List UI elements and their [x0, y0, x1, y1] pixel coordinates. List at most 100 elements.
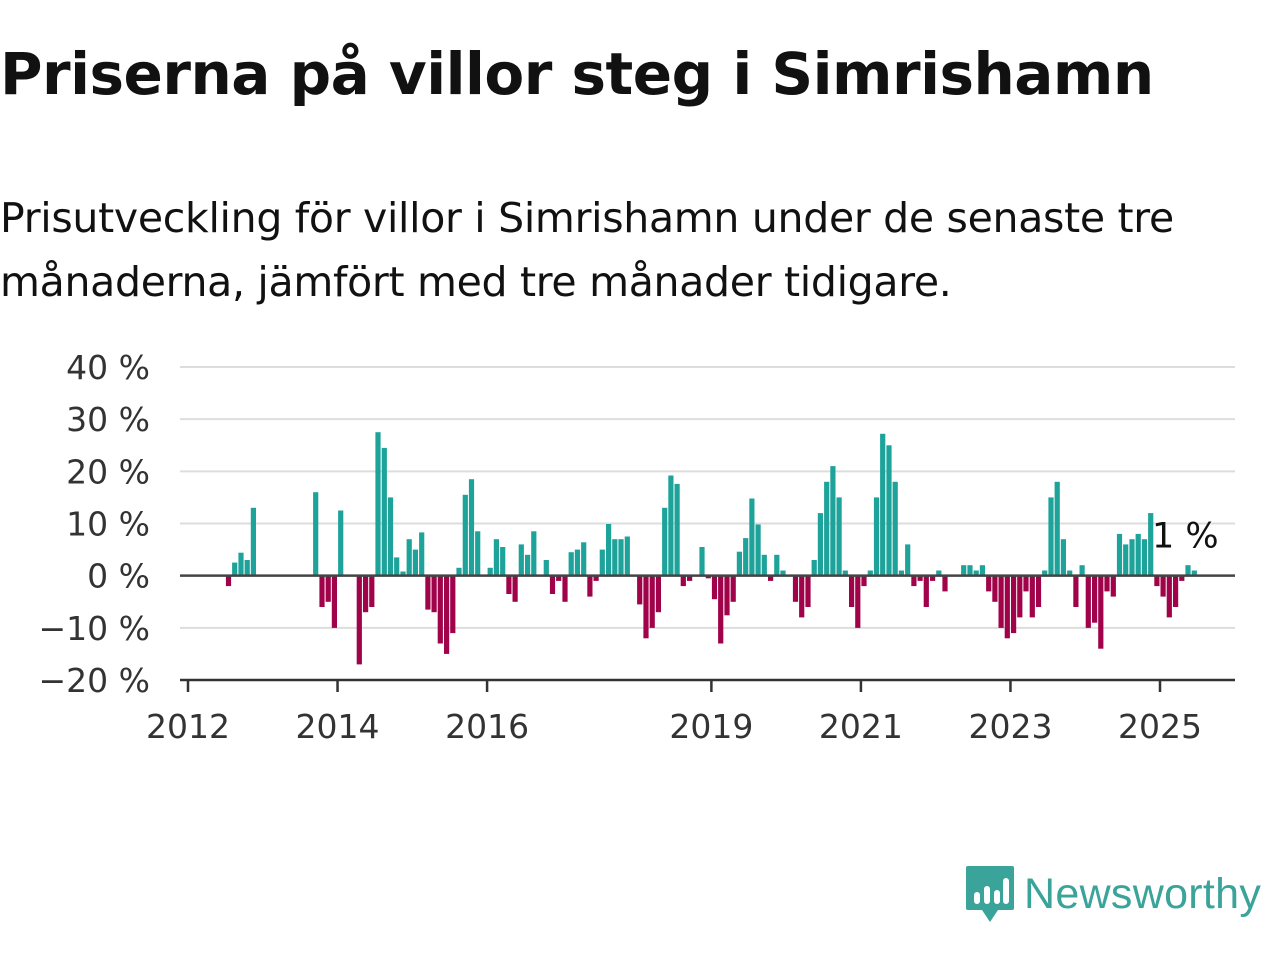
bar: [1135, 533, 1141, 576]
bar: [730, 575, 736, 602]
bar: [406, 539, 412, 576]
bar: [1141, 539, 1147, 576]
x-tick-label: 2019: [669, 707, 753, 746]
bar: [774, 554, 780, 576]
y-axis-tick-labels: 40 % 30 % 20 % 10 % 0 % −10 % −20 %: [39, 348, 151, 700]
bar: [568, 552, 574, 576]
bar: [543, 560, 549, 576]
bar: [500, 547, 506, 576]
bar: [979, 565, 985, 576]
chart-subtitle: Prisutveckling för villor i Simrishamn u…: [0, 194, 1174, 306]
bar: [880, 433, 886, 576]
bar: [674, 483, 680, 576]
bar: [1092, 575, 1098, 623]
latest-value-label: 1 %: [1152, 517, 1219, 557]
bar: [437, 575, 443, 644]
x-axis-ticks: 2012 2014 2016 2019 2021 2023 2025: [146, 680, 1202, 746]
bar: [911, 575, 917, 587]
bar: [319, 575, 325, 607]
bars: [225, 432, 1197, 665]
bar: [711, 575, 718, 600]
bar: [618, 539, 624, 576]
y-tick-label: −10 %: [39, 609, 151, 648]
bar: [1085, 575, 1091, 628]
bar: [325, 575, 331, 602]
bar: [431, 575, 437, 613]
bar: [699, 547, 705, 576]
bar: [313, 492, 319, 576]
bar: [338, 510, 344, 576]
bar: [1129, 539, 1135, 576]
bar: [1079, 565, 1085, 576]
bar: [680, 575, 686, 587]
bar-chart: 40 %30 %20 %10 %0 %−10 %−20 % 2012 2014 20…: [39, 348, 1235, 746]
bar: [468, 479, 475, 576]
bar: [855, 575, 861, 628]
bar: [1017, 575, 1023, 618]
bar: [655, 575, 661, 613]
newsworthy-logo-icon: [966, 866, 1014, 922]
bar: [599, 549, 605, 576]
bar: [1191, 570, 1197, 576]
bar: [873, 497, 880, 576]
bar: [412, 549, 418, 576]
x-tick-label: 2025: [1118, 707, 1202, 746]
bar: [1042, 570, 1048, 576]
bar: [450, 575, 456, 634]
y-tick-label: 10 %: [66, 505, 150, 544]
bar: [886, 445, 892, 576]
bar: [244, 560, 250, 576]
y-tick-label: 20 %: [66, 452, 150, 491]
bar: [475, 531, 481, 576]
bar: [824, 481, 830, 576]
bar: [612, 539, 618, 576]
bar: [531, 531, 537, 576]
bar: [1023, 575, 1029, 592]
bar: [917, 575, 923, 581]
brand-name: Newsworthy: [1024, 869, 1262, 918]
bar: [761, 554, 767, 576]
bar: [1160, 575, 1166, 597]
bar: [493, 539, 499, 576]
bar: [462, 494, 468, 576]
bar: [643, 575, 649, 639]
bar: [400, 571, 406, 576]
bar: [1004, 575, 1010, 639]
bar: [986, 575, 992, 592]
bar: [1173, 575, 1179, 607]
bar: [755, 524, 761, 576]
bar: [1166, 575, 1172, 618]
bar: [1098, 575, 1104, 649]
bar: [387, 497, 394, 576]
x-tick-label: 2016: [445, 707, 529, 746]
bar: [998, 575, 1004, 628]
bar: [836, 497, 842, 576]
bar: [331, 575, 337, 628]
bar: [811, 560, 817, 576]
bar: [668, 475, 674, 576]
bar: [768, 575, 774, 581]
bar: [1054, 481, 1060, 576]
newsworthy-logo: Newsworthy: [964, 864, 1261, 924]
bar: [250, 507, 256, 576]
bar: [1011, 575, 1017, 634]
bar: [930, 575, 936, 581]
bar: [892, 481, 898, 576]
bar: [805, 575, 811, 607]
bar: [1154, 575, 1160, 587]
bar: [518, 544, 524, 576]
bar: [923, 575, 929, 607]
bar: [456, 567, 462, 576]
bar: [973, 570, 979, 576]
bar: [992, 575, 998, 602]
bar: [1110, 575, 1116, 597]
bar: [705, 575, 711, 579]
bar: [792, 575, 799, 602]
bar: [562, 575, 568, 602]
bar: [1060, 539, 1066, 576]
bar: [743, 538, 749, 576]
bar: [487, 567, 493, 576]
bar: [749, 498, 755, 576]
bar: [549, 575, 556, 594]
bar: [687, 575, 693, 581]
